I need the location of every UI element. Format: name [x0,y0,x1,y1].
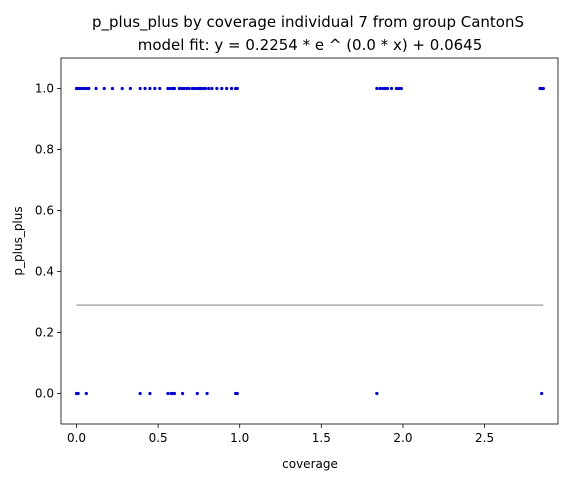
data-point [194,86,199,91]
chart-title: p_plus_plus by coverage individual 7 fro… [92,13,524,32]
y-tick-label: 0.4 [35,265,54,279]
x-tick-label: 2.5 [475,431,494,445]
y-axis-label: p_plus_plus [11,206,25,275]
data-point [229,86,234,91]
data-point [102,86,106,91]
data-point [215,86,219,91]
data-point [181,391,185,396]
data-point [172,86,177,91]
data-point [76,391,80,396]
x-tick-label: 0.5 [149,431,168,445]
data-point [138,86,142,91]
plot-frame [60,57,559,425]
data-point [394,86,399,91]
x-tick-label: 0.0 [67,431,86,445]
data-point [225,86,229,91]
data-point [94,86,98,91]
data-point [205,391,209,396]
data-point [220,86,224,91]
data-point [120,86,124,91]
data-point [541,86,545,91]
data-point [235,391,239,396]
data-point [389,86,394,91]
data-point [143,86,147,91]
y-axis-ticks: 0.0 0.2 0.4 0.6 0.8 1.0 [35,82,61,401]
x-tick-label: 2.0 [393,431,412,445]
data-point [540,391,544,396]
data-point [138,391,142,396]
data-point [375,86,379,91]
data-point [153,86,157,91]
data-point [182,86,186,91]
data-point [148,86,152,91]
data-point [203,86,208,91]
data-point [168,86,172,91]
data-point [210,86,214,91]
data-point [185,86,189,91]
y-tick-label: 1.0 [35,82,54,96]
x-tick-label: 1.0 [230,431,249,445]
data-point [172,391,177,396]
data-point [195,391,199,396]
x-axis-label: coverage [282,457,338,471]
data-point [158,86,162,91]
data-point [383,86,387,91]
data-point [198,86,203,91]
data-point [84,391,88,396]
data-point [235,86,239,91]
y-tick-label: 0.0 [35,387,54,401]
data-point [82,86,86,91]
data-point [375,391,379,396]
data-point [207,86,211,91]
y-tick-label: 0.6 [35,204,54,218]
data-point [128,86,132,91]
data-point [378,86,382,91]
data-point [110,86,115,91]
data-point [397,86,401,91]
scatter-points [74,86,545,396]
data-point [177,86,181,91]
x-axis-ticks: 0.0 0.5 1.0 1.5 2.0 2.5 [67,424,494,445]
y-tick-label: 0.2 [35,326,54,340]
x-tick-label: 1.5 [312,431,331,445]
y-tick-label: 0.8 [35,143,54,157]
data-point [180,86,184,91]
data-point [166,86,170,91]
data-point [380,86,385,91]
data-point [148,391,152,396]
data-point [87,86,91,91]
data-point [166,391,170,396]
data-point [399,86,403,91]
chart-subtitle: model fit: y = 0.2254 * e ^ (0.0 * x) + … [138,36,483,54]
data-point [192,86,196,91]
data-point [385,86,390,91]
data-point [187,86,191,91]
data-point [79,86,83,91]
data-point [201,86,205,91]
data-point [84,86,88,91]
